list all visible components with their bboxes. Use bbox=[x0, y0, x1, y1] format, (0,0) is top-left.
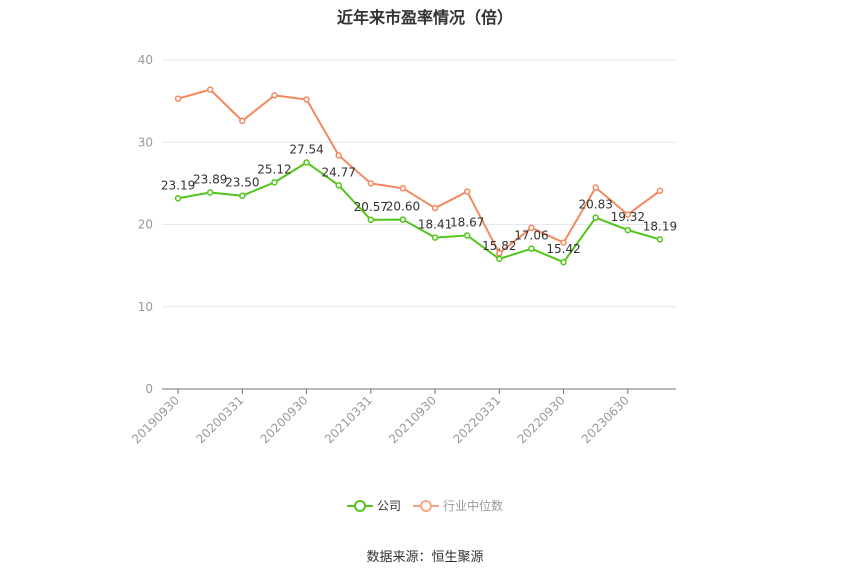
data-label: 20.60 bbox=[386, 200, 420, 214]
chart-title: 近年来市盈率情况（倍） bbox=[336, 8, 513, 27]
legend-marker-icon bbox=[346, 499, 373, 512]
company-point bbox=[271, 179, 278, 186]
x-tick-label: 20200331 bbox=[193, 393, 246, 446]
y-tick-label: 40 bbox=[138, 53, 153, 67]
y-tick-label: 20 bbox=[138, 218, 153, 232]
industry-point bbox=[367, 180, 375, 187]
company-point bbox=[496, 255, 503, 263]
company-point bbox=[656, 236, 664, 243]
industry-point bbox=[399, 185, 407, 192]
company-point bbox=[624, 226, 632, 234]
company-point bbox=[174, 195, 182, 202]
industry-line bbox=[177, 88, 661, 255]
x-tick-label: 20220331 bbox=[450, 393, 503, 446]
industry-point bbox=[592, 184, 599, 191]
x-tick-label: 20220930 bbox=[515, 393, 568, 446]
industry-point bbox=[656, 187, 664, 195]
industry-point bbox=[271, 92, 278, 99]
x-axis: 20190930 20200331 20200930 20210331 20210930… bbox=[129, 388, 676, 446]
industry-point bbox=[624, 211, 632, 218]
company-point bbox=[463, 232, 471, 239]
data-label: 20.57 bbox=[354, 200, 388, 214]
industry-point bbox=[206, 86, 214, 93]
x-tick-label: 20210331 bbox=[322, 393, 375, 446]
industry-point bbox=[463, 188, 471, 195]
company-point bbox=[367, 216, 375, 224]
industry-point bbox=[528, 224, 535, 232]
series-lines bbox=[174, 86, 664, 266]
y-tick-label: 0 bbox=[145, 382, 153, 396]
source-note: 数据来源：恒生聚源 bbox=[366, 550, 484, 565]
industry-point bbox=[174, 95, 182, 102]
x-tick-label: 20230630 bbox=[579, 393, 632, 446]
industry-point bbox=[560, 239, 567, 246]
legend: 公司 行业中位数 bbox=[0, 497, 850, 514]
data-label: 18.41 bbox=[418, 218, 452, 232]
legend-label-company: 公司 bbox=[376, 499, 401, 513]
industry-point bbox=[431, 204, 439, 212]
industry-point bbox=[239, 117, 246, 125]
x-tick-label: 20210930 bbox=[386, 393, 439, 446]
company-line bbox=[177, 161, 661, 264]
x-tick-label: 20190930 bbox=[129, 393, 182, 446]
company-point bbox=[560, 258, 567, 266]
y-tick-label: 10 bbox=[138, 300, 153, 314]
data-label: 19.32 bbox=[611, 210, 645, 224]
legend-marker-icon bbox=[413, 499, 439, 512]
company-point bbox=[399, 216, 407, 223]
data-label: 18.67 bbox=[450, 215, 484, 229]
company-point bbox=[431, 234, 439, 241]
legend-label-industry: 行业中位数 bbox=[443, 499, 504, 513]
legend-item-industry[interactable]: 行业中位数 bbox=[413, 497, 503, 514]
x-tick-label: 20200930 bbox=[258, 393, 311, 446]
company-point bbox=[592, 214, 599, 221]
data-label: 15.82 bbox=[482, 239, 516, 253]
industry-point bbox=[335, 152, 342, 159]
legend-item-company[interactable]: 公司 bbox=[346, 497, 401, 514]
grid-lines bbox=[162, 59, 676, 308]
data-label: 24.77 bbox=[322, 165, 356, 179]
y-tick-label: 30 bbox=[138, 135, 153, 149]
industry-point bbox=[303, 96, 310, 103]
data-label: 18.19 bbox=[643, 219, 677, 233]
y-axis: 0 10 20 30 40 bbox=[138, 53, 153, 396]
data-label: 25.12 bbox=[257, 162, 291, 176]
data-label: 23.19 bbox=[161, 178, 195, 192]
company-point bbox=[206, 189, 214, 196]
company-point bbox=[239, 192, 246, 199]
data-label: 27.54 bbox=[289, 142, 323, 156]
company-point bbox=[335, 182, 342, 189]
data-label: 20.83 bbox=[579, 198, 613, 212]
company-point bbox=[528, 245, 535, 252]
data-label: 17.06 bbox=[514, 229, 548, 243]
data-label: 23.89 bbox=[193, 173, 227, 187]
data-label: 23.50 bbox=[225, 176, 259, 190]
data-label: 15.42 bbox=[546, 242, 580, 256]
company-point bbox=[303, 159, 310, 166]
